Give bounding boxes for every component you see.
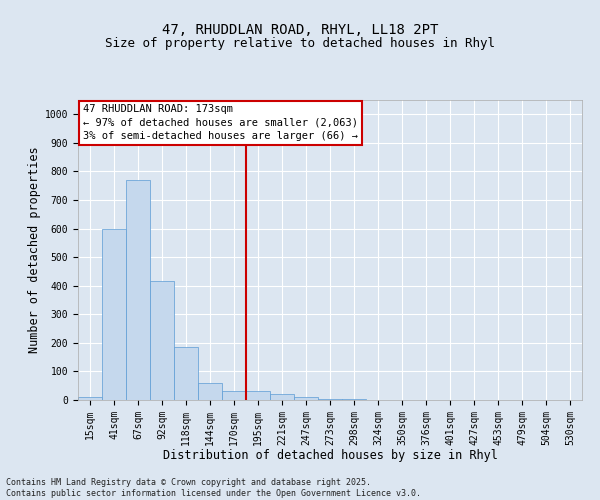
Bar	[222, 392, 246, 400]
Text: Size of property relative to detached houses in Rhyl: Size of property relative to detached ho…	[105, 38, 495, 51]
Text: Contains HM Land Registry data © Crown copyright and database right 2025.
Contai: Contains HM Land Registry data © Crown c…	[6, 478, 421, 498]
Bar	[174, 347, 198, 400]
X-axis label: Distribution of detached houses by size in Rhyl: Distribution of detached houses by size …	[163, 449, 497, 462]
Bar	[78, 397, 102, 400]
Bar	[294, 397, 318, 400]
Bar	[102, 228, 126, 400]
Bar	[270, 394, 294, 400]
Bar	[150, 282, 174, 400]
Text: 47 RHUDDLAN ROAD: 173sqm
← 97% of detached houses are smaller (2,063)
3% of semi: 47 RHUDDLAN ROAD: 173sqm ← 97% of detach…	[83, 104, 358, 141]
Bar	[126, 180, 150, 400]
Bar	[318, 398, 342, 400]
Text: 47, RHUDDLAN ROAD, RHYL, LL18 2PT: 47, RHUDDLAN ROAD, RHYL, LL18 2PT	[162, 22, 438, 36]
Y-axis label: Number of detached properties: Number of detached properties	[28, 146, 41, 354]
Bar	[246, 392, 270, 400]
Bar	[198, 383, 222, 400]
